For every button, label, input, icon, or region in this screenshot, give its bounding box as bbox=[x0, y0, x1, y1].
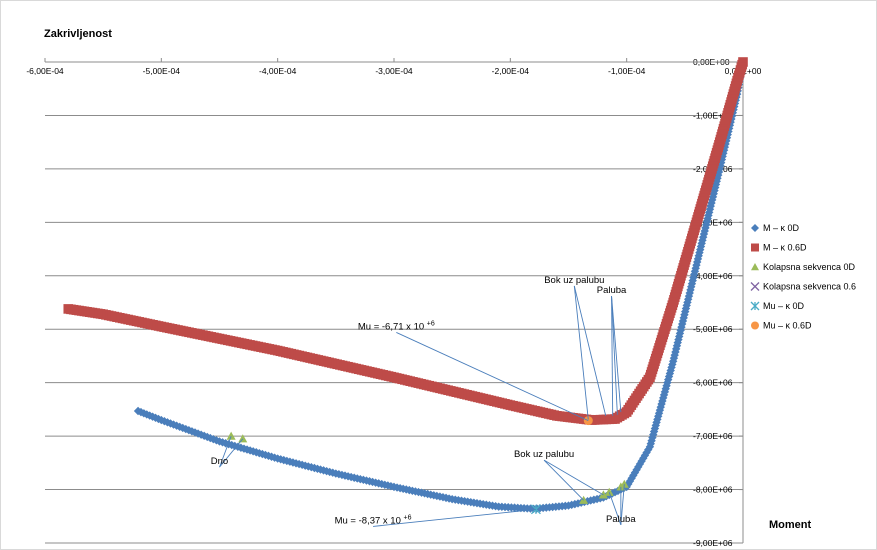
data-point bbox=[644, 445, 653, 454]
legend-marker bbox=[751, 263, 759, 271]
annotation-leader bbox=[543, 459, 584, 501]
series-1 bbox=[63, 57, 748, 425]
annotation-0: Bok uz palubu bbox=[544, 275, 607, 420]
annotation-leader bbox=[373, 508, 536, 527]
y-tick-label: -5,00E+06 bbox=[693, 324, 733, 334]
legend-label: Mu – κ 0.6D bbox=[763, 321, 812, 331]
legend-label: Kolapsna sekvenca 0.6 bbox=[763, 282, 856, 292]
annotation-leader bbox=[543, 459, 604, 496]
legend-item: M – κ 0D bbox=[751, 223, 800, 233]
annotation-leader bbox=[396, 332, 589, 422]
annotation-1: Paluba bbox=[597, 285, 627, 416]
series-0 bbox=[133, 57, 748, 513]
legend-label: M – κ 0D bbox=[763, 223, 800, 233]
y-tick-label: -8,00E+06 bbox=[693, 485, 733, 495]
data-point bbox=[639, 454, 648, 463]
annotation-leader bbox=[611, 296, 618, 415]
x-tick-label: -4,00E-04 bbox=[259, 66, 297, 76]
legend-label: Kolapsna sekvenca 0D bbox=[763, 262, 856, 272]
annotation-4: Bok uz palubu bbox=[514, 449, 604, 501]
legend-marker bbox=[751, 243, 759, 252]
legend-label: M – κ 0.6D bbox=[763, 243, 807, 253]
annotation-label: Mu = -8,37 x 10 +6 bbox=[335, 514, 412, 526]
annotation-label: Dno bbox=[211, 456, 228, 467]
x-tick-label: -5,00E-04 bbox=[143, 66, 181, 76]
legend-item: Kolapsna sekvenca 0.6 bbox=[750, 282, 856, 292]
y-tick-label: -3,00E+06 bbox=[693, 217, 733, 227]
data-point bbox=[238, 434, 248, 443]
y-tick-label: -9,00E+06 bbox=[693, 538, 733, 548]
data-point bbox=[133, 406, 143, 416]
annotation-leader bbox=[611, 296, 622, 413]
legend-marker bbox=[750, 301, 760, 311]
annotation-leader bbox=[611, 296, 614, 416]
data-point bbox=[616, 482, 626, 491]
data-point bbox=[632, 465, 641, 474]
data-point bbox=[634, 462, 643, 472]
data-point bbox=[226, 431, 236, 440]
legend-item: Kolapsna sekvenca 0D bbox=[751, 262, 856, 272]
y-tick-label: -6,00E+06 bbox=[693, 378, 733, 388]
annotation-2: Mu = -6,71 x 10 +6 bbox=[358, 320, 589, 422]
y-tick-label: -7,00E+06 bbox=[693, 431, 733, 441]
annotation-leader bbox=[219, 438, 244, 468]
annotation-3: Dno bbox=[211, 435, 244, 468]
annotation-label: Paluba bbox=[606, 514, 636, 525]
x-tick-label: -6,00E-04 bbox=[26, 66, 64, 76]
y-tick-label: -1,00E+06 bbox=[693, 110, 733, 120]
annotation-5: Paluba bbox=[606, 484, 636, 525]
annotation-label: Paluba bbox=[597, 285, 627, 296]
annotation-label: Bok uz palubu bbox=[544, 275, 604, 286]
legend-label: Mu – κ 0D bbox=[763, 301, 805, 311]
y-axis-title: Moment bbox=[769, 519, 812, 531]
annotation-leader bbox=[219, 435, 232, 468]
legend-marker bbox=[750, 282, 760, 291]
annotation-leader bbox=[573, 285, 607, 416]
chart-title: Zakrivljenost bbox=[44, 28, 112, 40]
annotation-6: Mu = -8,37 x 10 +6 bbox=[335, 508, 536, 527]
x-tick-label: -2,00E-04 bbox=[492, 66, 530, 76]
x-tick-label: -3,00E-04 bbox=[375, 66, 413, 76]
data-point bbox=[63, 304, 74, 314]
annotation-leader bbox=[573, 285, 589, 420]
plot-area bbox=[63, 57, 748, 515]
legend-marker-stroke bbox=[750, 282, 760, 291]
y-tick-label: -4,00E+06 bbox=[693, 271, 733, 281]
legend-marker bbox=[751, 321, 759, 330]
legend-item: Mu – κ 0.6D bbox=[751, 321, 812, 331]
annotation-label: Mu = -6,71 x 10 +6 bbox=[358, 320, 435, 332]
annotation-label: Bok uz palubu bbox=[514, 449, 574, 460]
data-point bbox=[627, 474, 636, 483]
annotation-leader bbox=[608, 492, 622, 525]
legend-marker bbox=[751, 224, 759, 232]
x-tick-label: -1,00E-04 bbox=[608, 66, 646, 76]
legend-item: Mu – κ 0D bbox=[750, 301, 805, 311]
data-point bbox=[604, 487, 614, 496]
legend-item: M – κ 0.6D bbox=[751, 243, 807, 253]
annotation-leader bbox=[620, 484, 625, 525]
legend: M – κ 0D M – κ 0.6D Kolapsna sekvenca 0D Ko… bbox=[750, 223, 856, 331]
data-point bbox=[629, 471, 638, 480]
